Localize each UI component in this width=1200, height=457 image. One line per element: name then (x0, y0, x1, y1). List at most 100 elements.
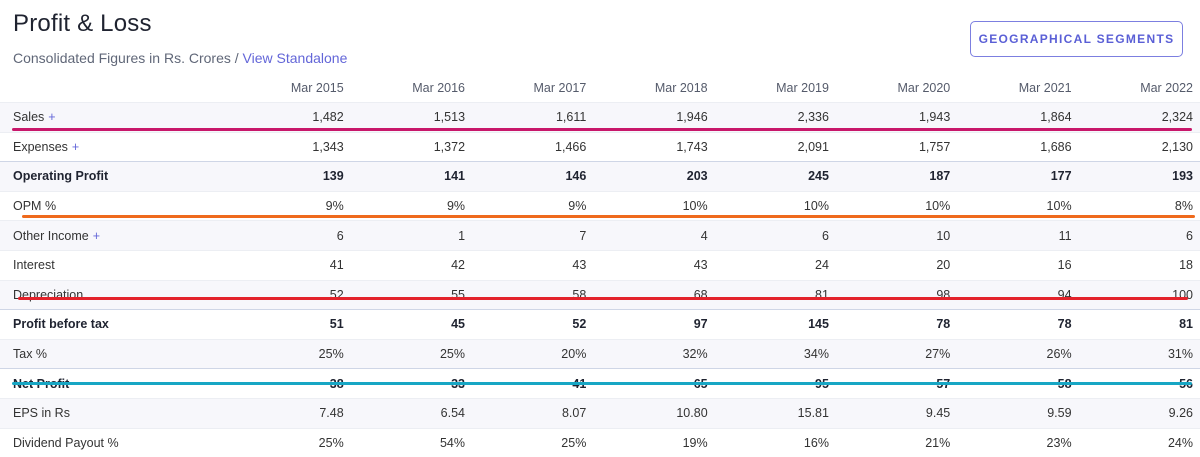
table-cell: 2,091 (714, 131, 836, 162)
table-cell: 24% (1078, 427, 1200, 457)
table-cell: 2,130 (1078, 131, 1200, 162)
table-cell: 97 (593, 309, 715, 340)
column-header: Mar 2017 (533, 81, 587, 95)
row-label-text: Operating Profit (13, 169, 109, 184)
table-cell: 20 (835, 249, 958, 281)
table-cell: 43 (472, 249, 594, 281)
view-standalone-link[interactable]: View Standalone (242, 50, 348, 66)
table-row[interactable]: Expenses +1,343 1,372 1,466 1,743 2,091 1,757 1… (0, 131, 1200, 162)
subtitle: Consolidated Figures in Rs. Crores / Vie… (13, 50, 347, 66)
table-cell: 20% (472, 338, 594, 369)
column-header: Mar 2021 (1018, 81, 1072, 95)
sales-highlight-underline (12, 128, 1192, 131)
expand-icon[interactable]: + (48, 110, 56, 125)
table-cell: 4 (593, 220, 715, 251)
table-cell: 1,466 (472, 131, 594, 162)
table-cell: 25% (229, 338, 351, 369)
table-cell: 1,757 (835, 131, 958, 162)
table-cell: 55 (350, 279, 473, 310)
table-cell: 16 (957, 249, 1079, 281)
table-cell: 146 (472, 161, 594, 192)
table-cell: 11 (957, 220, 1079, 251)
table-cell: 1,943 (835, 102, 958, 133)
depreciation-highlight-underline (18, 297, 1188, 300)
table-row: Profit before tax 51 45 52 97 145 78 78 81 (0, 309, 1200, 340)
table-cell: 7 (472, 220, 594, 251)
row-label-text: Expenses (13, 139, 68, 154)
table-row: EPS in Rs 7.48 6.54 8.07 10.80 15.81 9.45 9.59 9… (0, 397, 1200, 429)
table-cell: 1,743 (593, 131, 715, 162)
opm-highlight-underline (22, 215, 1195, 218)
table-cell: 24 (714, 249, 836, 281)
table-cell: 23% (957, 427, 1079, 457)
table-cell: 10.80 (593, 397, 715, 429)
row-label-text: Interest (13, 258, 55, 273)
table-cell: 6 (229, 220, 351, 251)
table-row[interactable]: Sales +1,482 1,513 1,611 1,946 2,336 1,943 1,86… (0, 102, 1200, 133)
table-cell: 81 (714, 279, 836, 310)
expand-icon[interactable]: + (71, 139, 80, 154)
table-cell: 145 (714, 309, 836, 340)
row-label: Operating Profit (0, 161, 230, 192)
table-cell: 1,611 (472, 102, 594, 133)
table-cell: 245 (714, 161, 836, 192)
net-profit-highlight-underline (12, 382, 1192, 385)
row-label: Interest (0, 249, 230, 281)
expand-icon[interactable]: + (92, 228, 101, 243)
row-label-text: EPS in Rs (13, 406, 70, 421)
table-cell: 1,686 (957, 131, 1079, 162)
table-cell: 187 (835, 161, 958, 192)
column-header: Mar 2020 (897, 81, 951, 95)
row-label: Tax % (0, 338, 230, 369)
table-cell: 1,864 (957, 102, 1079, 133)
table-cell: 27% (835, 338, 958, 369)
column-header: Mar 2016 (412, 81, 466, 95)
row-label: Depreciation (0, 279, 230, 310)
table-cell: 52 (472, 309, 594, 340)
table-cell: 98 (835, 279, 958, 310)
header-label-cell (0, 74, 229, 103)
table-cell: 9.59 (957, 397, 1079, 429)
row-label-text: Sales (13, 110, 45, 125)
row-label[interactable]: Sales + (0, 102, 230, 133)
table-cell: 9.45 (835, 397, 958, 429)
table-cell: 141 (350, 161, 473, 192)
table-cell: 25% (472, 427, 594, 457)
table-row: Tax % 25% 25% 20% 32% 34% 27% 26% 31% (0, 338, 1200, 369)
row-label-text: Tax % (13, 347, 48, 362)
column-header: Mar 2018 (654, 81, 708, 95)
table-cell: 193 (1078, 161, 1200, 192)
row-label: Dividend Payout % (0, 427, 230, 457)
table-cell: 54% (350, 427, 473, 457)
table-row: Dividend Payout % 25% 54% 25% 19% 16% 21% 23% 24… (0, 427, 1200, 457)
table-cell: 10 (835, 220, 958, 251)
table-cell: 19% (593, 427, 715, 457)
table-cell: 25% (350, 338, 473, 369)
row-label[interactable]: Other Income + (0, 220, 230, 251)
table-cell: 78 (835, 309, 958, 340)
geographical-segments-button[interactable]: GEOGRAPHICAL SEGMENTS (970, 21, 1183, 57)
table-cell: 6.54 (350, 397, 473, 429)
row-label-text: Dividend Payout % (13, 435, 119, 450)
table-cell: 26% (957, 338, 1079, 369)
header-row: Mar 2015 Mar 2016 Mar 2017 Mar 2018 Mar 2019… (0, 74, 1200, 103)
table-cell: 8.07 (472, 397, 594, 429)
table-row[interactable]: Other Income +6 1 7 4 6 10 11 6 (0, 220, 1200, 251)
table-cell: 51 (229, 309, 351, 340)
column-header: Mar 2022 (1140, 81, 1193, 95)
table-cell: 18 (1078, 249, 1200, 281)
table-cell: 43 (593, 249, 715, 281)
row-label-text: Other Income (13, 228, 89, 243)
table-cell: 139 (229, 161, 351, 192)
row-label-text: OPM % (13, 199, 57, 214)
table-cell: 31% (1078, 338, 1200, 369)
row-label: Profit before tax (0, 309, 230, 340)
table-cell: 7.48 (229, 397, 351, 429)
table-cell: 78 (957, 309, 1079, 340)
row-label[interactable]: Expenses + (0, 131, 230, 162)
page-title: Profit & Loss (13, 10, 152, 37)
table-cell: 1,513 (350, 102, 473, 133)
table-cell: 2,324 (1078, 102, 1200, 133)
row-label: EPS in Rs (0, 397, 230, 429)
table-row: Operating Profit 139 141 146 203 245 187 177 193 (0, 161, 1200, 192)
